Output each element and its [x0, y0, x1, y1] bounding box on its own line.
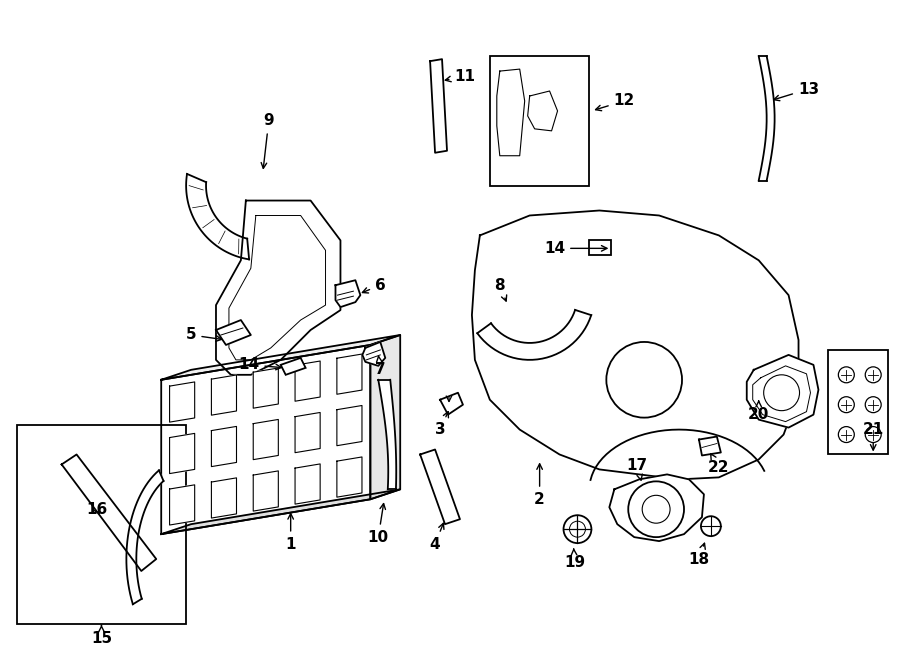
Polygon shape [161, 489, 400, 534]
Polygon shape [161, 345, 370, 534]
Polygon shape [295, 361, 320, 401]
Bar [828, 350, 888, 455]
Polygon shape [186, 174, 249, 259]
Polygon shape [337, 354, 362, 394]
Text: 9: 9 [261, 114, 274, 169]
Text: 22: 22 [708, 454, 730, 475]
Polygon shape [212, 375, 237, 415]
Polygon shape [440, 393, 463, 414]
Text: 21: 21 [862, 422, 884, 450]
Text: 19: 19 [564, 549, 585, 570]
Polygon shape [295, 464, 320, 504]
Polygon shape [169, 382, 194, 422]
Polygon shape [161, 335, 400, 380]
Polygon shape [61, 455, 157, 571]
Polygon shape [337, 405, 362, 446]
Polygon shape [336, 280, 360, 307]
Text: 7: 7 [375, 356, 385, 377]
Polygon shape [609, 475, 704, 541]
Text: 15: 15 [91, 625, 112, 646]
Text: 14: 14 [544, 241, 607, 256]
Polygon shape [497, 69, 525, 156]
Text: 11: 11 [446, 69, 475, 83]
Bar [17, 424, 186, 624]
Text: 8: 8 [494, 278, 507, 301]
Text: 13: 13 [774, 81, 819, 100]
Text: 20: 20 [748, 401, 770, 422]
Polygon shape [253, 368, 278, 408]
Polygon shape [216, 200, 340, 375]
Text: 6: 6 [363, 278, 386, 293]
Text: 14: 14 [238, 358, 282, 372]
Polygon shape [253, 420, 278, 459]
Polygon shape [420, 449, 460, 524]
Text: 4: 4 [430, 524, 444, 551]
Polygon shape [477, 310, 591, 360]
Polygon shape [281, 358, 306, 375]
Text: 1: 1 [285, 514, 296, 551]
Circle shape [607, 342, 682, 418]
Polygon shape [216, 320, 251, 345]
Text: 18: 18 [688, 543, 709, 566]
Polygon shape [363, 342, 385, 366]
Text: 12: 12 [596, 93, 634, 110]
Polygon shape [430, 59, 447, 153]
Polygon shape [590, 241, 611, 255]
Polygon shape [126, 471, 164, 604]
Polygon shape [212, 426, 237, 467]
Bar [490, 56, 590, 186]
Polygon shape [747, 355, 818, 428]
Polygon shape [169, 485, 194, 525]
Polygon shape [699, 436, 721, 455]
Text: 2: 2 [535, 464, 545, 507]
Polygon shape [337, 457, 362, 497]
Polygon shape [253, 471, 278, 511]
Polygon shape [295, 412, 320, 453]
Text: 16: 16 [86, 502, 107, 517]
Text: 5: 5 [185, 327, 221, 342]
Polygon shape [169, 434, 194, 473]
Polygon shape [472, 210, 798, 479]
Text: 17: 17 [626, 458, 648, 480]
Polygon shape [370, 335, 400, 499]
Text: 10: 10 [368, 504, 389, 545]
Polygon shape [212, 478, 237, 518]
Polygon shape [378, 380, 396, 489]
Polygon shape [527, 91, 557, 131]
Text: 3: 3 [435, 412, 448, 437]
